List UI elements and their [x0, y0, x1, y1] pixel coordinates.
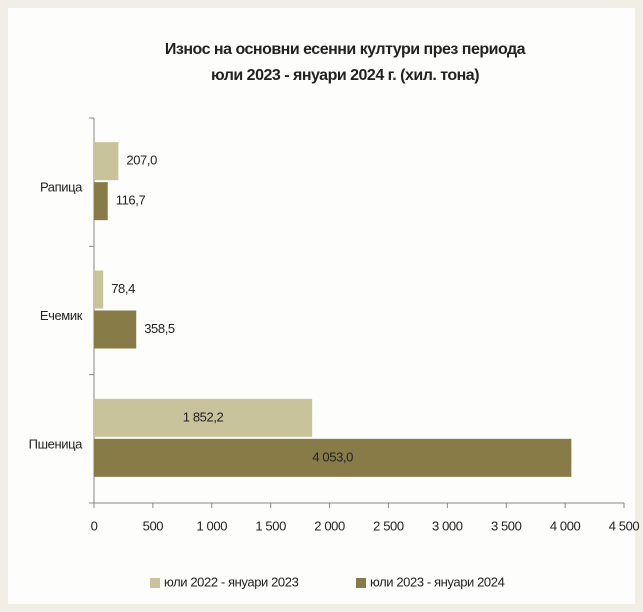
value-label: 116,7 — [116, 193, 146, 208]
bar — [94, 438, 572, 477]
x-tick-label: 0 — [91, 518, 98, 533]
x-tick-label: 4 500 — [609, 518, 640, 533]
value-label: 4 053,0 — [312, 449, 353, 464]
x-tick-label: 3 000 — [432, 518, 463, 533]
bar — [94, 270, 104, 309]
value-label: 207,0 — [126, 153, 157, 168]
bar — [94, 310, 137, 349]
x-tick-label: 2 500 — [373, 518, 404, 533]
legend-swatch — [356, 578, 366, 588]
legend-swatch — [150, 578, 160, 588]
x-tick-label: 500 — [143, 518, 164, 533]
x-tick-label: 1 500 — [255, 518, 286, 533]
x-tick-label: 4 000 — [550, 518, 581, 533]
x-tick-label: 3 500 — [491, 518, 522, 533]
chart-area — [8, 8, 635, 604]
chart-title: Износ на основни есенни култури през пер… — [165, 41, 526, 58]
x-tick-label: 2 000 — [314, 518, 345, 533]
bar — [94, 398, 313, 437]
value-label: 358,5 — [144, 321, 175, 336]
y-tick-label: Ечемик — [40, 308, 83, 323]
bar — [94, 142, 119, 181]
x-tick-label: 1 000 — [197, 518, 228, 533]
value-label: 1 852,2 — [183, 409, 224, 424]
legend-label: юли 2022 - януари 2023 — [164, 574, 299, 589]
chart-title: юли 2023 - януари 2024 г. (хил. тона) — [211, 67, 479, 84]
bar — [94, 182, 108, 221]
legend-label: юли 2023 - януари 2024 — [370, 574, 505, 589]
value-label: 78,4 — [111, 281, 135, 296]
y-tick-label: Пшеница — [29, 436, 83, 451]
y-tick-label: Рапица — [40, 180, 83, 195]
